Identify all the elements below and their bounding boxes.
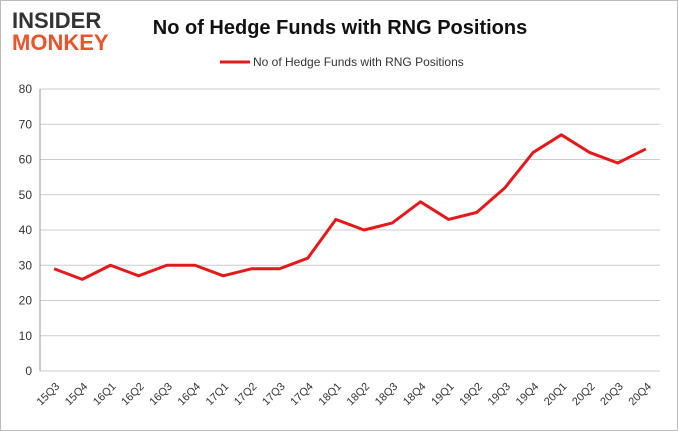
logo-top: INSIDER	[12, 8, 101, 33]
chart-title: No of Hedge Funds with RNG Positions	[153, 17, 527, 39]
y-tick-label: 60	[19, 153, 33, 167]
y-tick-label: 30	[19, 258, 33, 272]
logo-bottom: MONKEY	[12, 30, 109, 55]
legend-label: No of Hedge Funds with RNG Positions	[253, 55, 464, 69]
y-tick-label: 10	[19, 329, 33, 343]
y-tick-label: 80	[19, 82, 33, 96]
y-tick-label: 20	[19, 294, 33, 308]
data-line	[53, 133, 647, 281]
y-tick-label: 70	[19, 117, 33, 131]
y-tick-label: 0	[25, 364, 32, 378]
y-tick-label: 50	[19, 188, 33, 202]
y-tick-label: 40	[19, 223, 33, 237]
